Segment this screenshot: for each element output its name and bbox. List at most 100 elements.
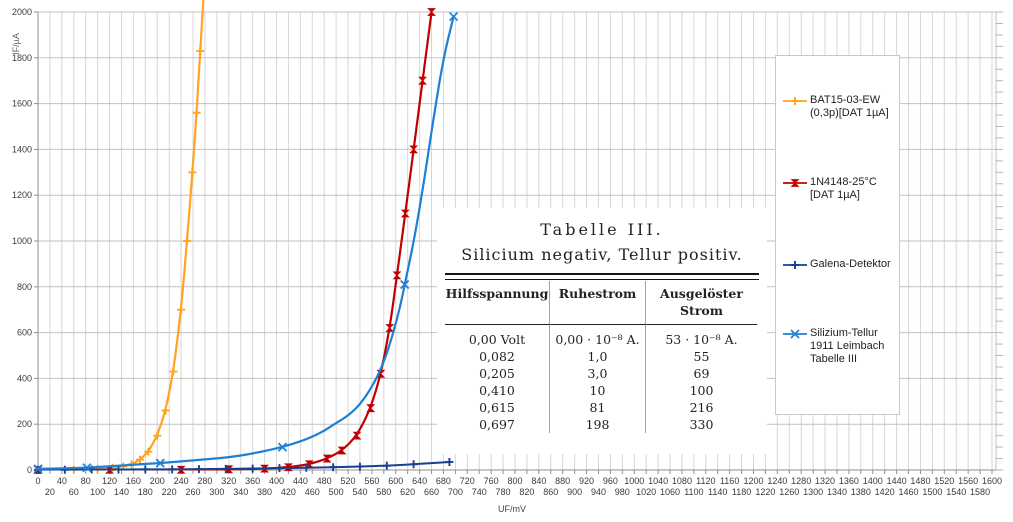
x-tick-label: 1020	[636, 487, 656, 497]
x-tick-label: 1300	[803, 487, 823, 497]
x-tick-label: 1120	[696, 476, 715, 486]
x-tick-label: 220	[162, 487, 177, 497]
x-tick-label: 1380	[851, 487, 871, 497]
x-tick-label: 160	[126, 476, 141, 486]
series-0	[34, 0, 205, 474]
x-tick-label: 120	[102, 476, 117, 486]
x-tick-label: 1180	[732, 487, 751, 497]
embedded-table-scan: Tabelle III. Silicium negativ, Tellur po…	[437, 208, 767, 454]
x-tick-label: 1260	[779, 487, 799, 497]
x-tick-label: 560	[364, 476, 379, 486]
plus-marker-icon	[135, 455, 144, 464]
table-title: Tabelle III.	[540, 220, 664, 239]
x-tick-label: 1080	[672, 476, 692, 486]
table-cell: 198	[549, 416, 645, 433]
legend-item-galena-detektor: Galena-Detektor	[782, 258, 897, 271]
x-tick-label: 300	[209, 487, 224, 497]
series-2	[34, 457, 454, 474]
plus-marker-icon	[188, 168, 197, 177]
x-tick-label: 460	[305, 487, 320, 497]
x-tick-label: 1040	[648, 476, 668, 486]
table-cell: 0,00 · 10⁻⁸ A.	[549, 325, 645, 348]
plus-marker-icon	[153, 431, 162, 440]
legend-label: 1N4148-25°C [DAT 1µA]	[810, 176, 877, 201]
legend-item-1n4148-25-c: 1N4148-25°C [DAT 1µA]	[782, 176, 897, 202]
y-tick-label: 1400	[12, 144, 32, 154]
y-tick-label: 800	[17, 282, 32, 292]
x-tick-label: 240	[174, 476, 189, 486]
plus-marker-icon	[196, 46, 205, 55]
hourglass-marker-icon	[409, 145, 419, 154]
plus-marker-icon	[141, 465, 150, 474]
x-tick-label: 840	[531, 476, 546, 486]
x-tick-label: 80	[81, 476, 91, 486]
x-tick-label: 480	[317, 476, 332, 486]
x-marker-icon	[33, 464, 43, 474]
x-tick-label: 600	[388, 476, 403, 486]
table-cell: 0,00 Volt	[468, 332, 526, 347]
x-tick-label: 1400	[863, 476, 883, 486]
y-axis-title: IF/µA	[11, 33, 21, 55]
legend-item-silizium-tellur: Silizium-Tellur 1911 Leimbach Tabelle III	[782, 327, 897, 366]
legend-label: BAT15-03-EW (0,3p)[DAT 1µA]	[810, 94, 889, 119]
x-tick-label: 1520	[934, 476, 954, 486]
y-tick-label: 0	[27, 465, 32, 475]
x-tick-label: 420	[281, 487, 296, 497]
x-tick-label: 780	[496, 487, 511, 497]
legend-marker-icon	[783, 97, 807, 105]
plus-marker-icon	[382, 461, 391, 470]
x-tick-label: 540	[352, 487, 367, 497]
table-header-cell: Ruhestrom	[549, 281, 645, 325]
x-tick-label: 980	[615, 487, 630, 497]
y-tick-label: 2000	[12, 7, 32, 17]
x-tick-label: 40	[57, 476, 67, 486]
x-tick-label: 380	[257, 487, 272, 497]
x-tick-label: 100	[90, 487, 105, 497]
plus-marker-icon	[144, 447, 153, 456]
x-tick-label: 660	[424, 487, 439, 497]
x-tick-label: 1140	[708, 487, 727, 497]
table-cell: 1,0	[549, 348, 645, 365]
table-cell: 330	[645, 416, 757, 433]
plus-marker-icon	[355, 462, 364, 471]
plus-marker-icon	[409, 460, 418, 469]
plus-marker-icon	[114, 465, 123, 474]
x-tick-label: 940	[591, 487, 606, 497]
x-marker-icon	[277, 442, 288, 452]
x-tick-label: 1220	[755, 487, 775, 497]
x-tick-label: 580	[376, 487, 391, 497]
legend-marker-icon	[783, 261, 807, 269]
plus-marker-icon	[302, 463, 311, 472]
legend-label: Silizium-Tellur 1911 Leimbach Tabelle III	[810, 327, 885, 365]
table-cell: 3,0	[549, 365, 645, 382]
table-cell: 0,082	[479, 349, 515, 364]
x-tick-label: 1280	[791, 476, 811, 486]
legend-item-bat15-03-ew: BAT15-03-EW (0,3p)[DAT 1µA]	[782, 94, 897, 120]
x-tick-label: 1600	[982, 476, 1002, 486]
x-tick-label: 60	[69, 487, 79, 497]
hourglass-marker-icon	[427, 8, 436, 16]
x-tick-label: 920	[579, 476, 594, 486]
x-tick-label: 640	[412, 476, 427, 486]
x-tick-label: 360	[245, 476, 260, 486]
plus-marker-icon	[329, 463, 338, 472]
x-tick-label: 820	[519, 487, 534, 497]
table-cell: 0,410	[479, 383, 515, 398]
plus-marker-icon	[221, 464, 230, 473]
table-cell: 69	[645, 365, 757, 382]
table-header-cell: Hilfsspannung	[445, 281, 549, 325]
hourglass-marker-icon	[352, 431, 362, 440]
y-tick-label: 200	[17, 419, 32, 429]
x-tick-label: 0	[35, 476, 40, 486]
y-tick-label: 600	[17, 328, 32, 338]
legend-label: Galena-Detektor	[810, 258, 891, 270]
table-cell: 216	[645, 399, 757, 416]
plus-marker-icon	[177, 305, 186, 314]
y-tick-label: 1600	[12, 99, 32, 109]
x-tick-label: 740	[472, 487, 487, 497]
x-tick-label: 180	[138, 487, 153, 497]
plus-marker-icon	[168, 465, 177, 474]
x-tick-label: 1540	[946, 487, 966, 497]
x-tick-label: 1580	[970, 487, 990, 497]
